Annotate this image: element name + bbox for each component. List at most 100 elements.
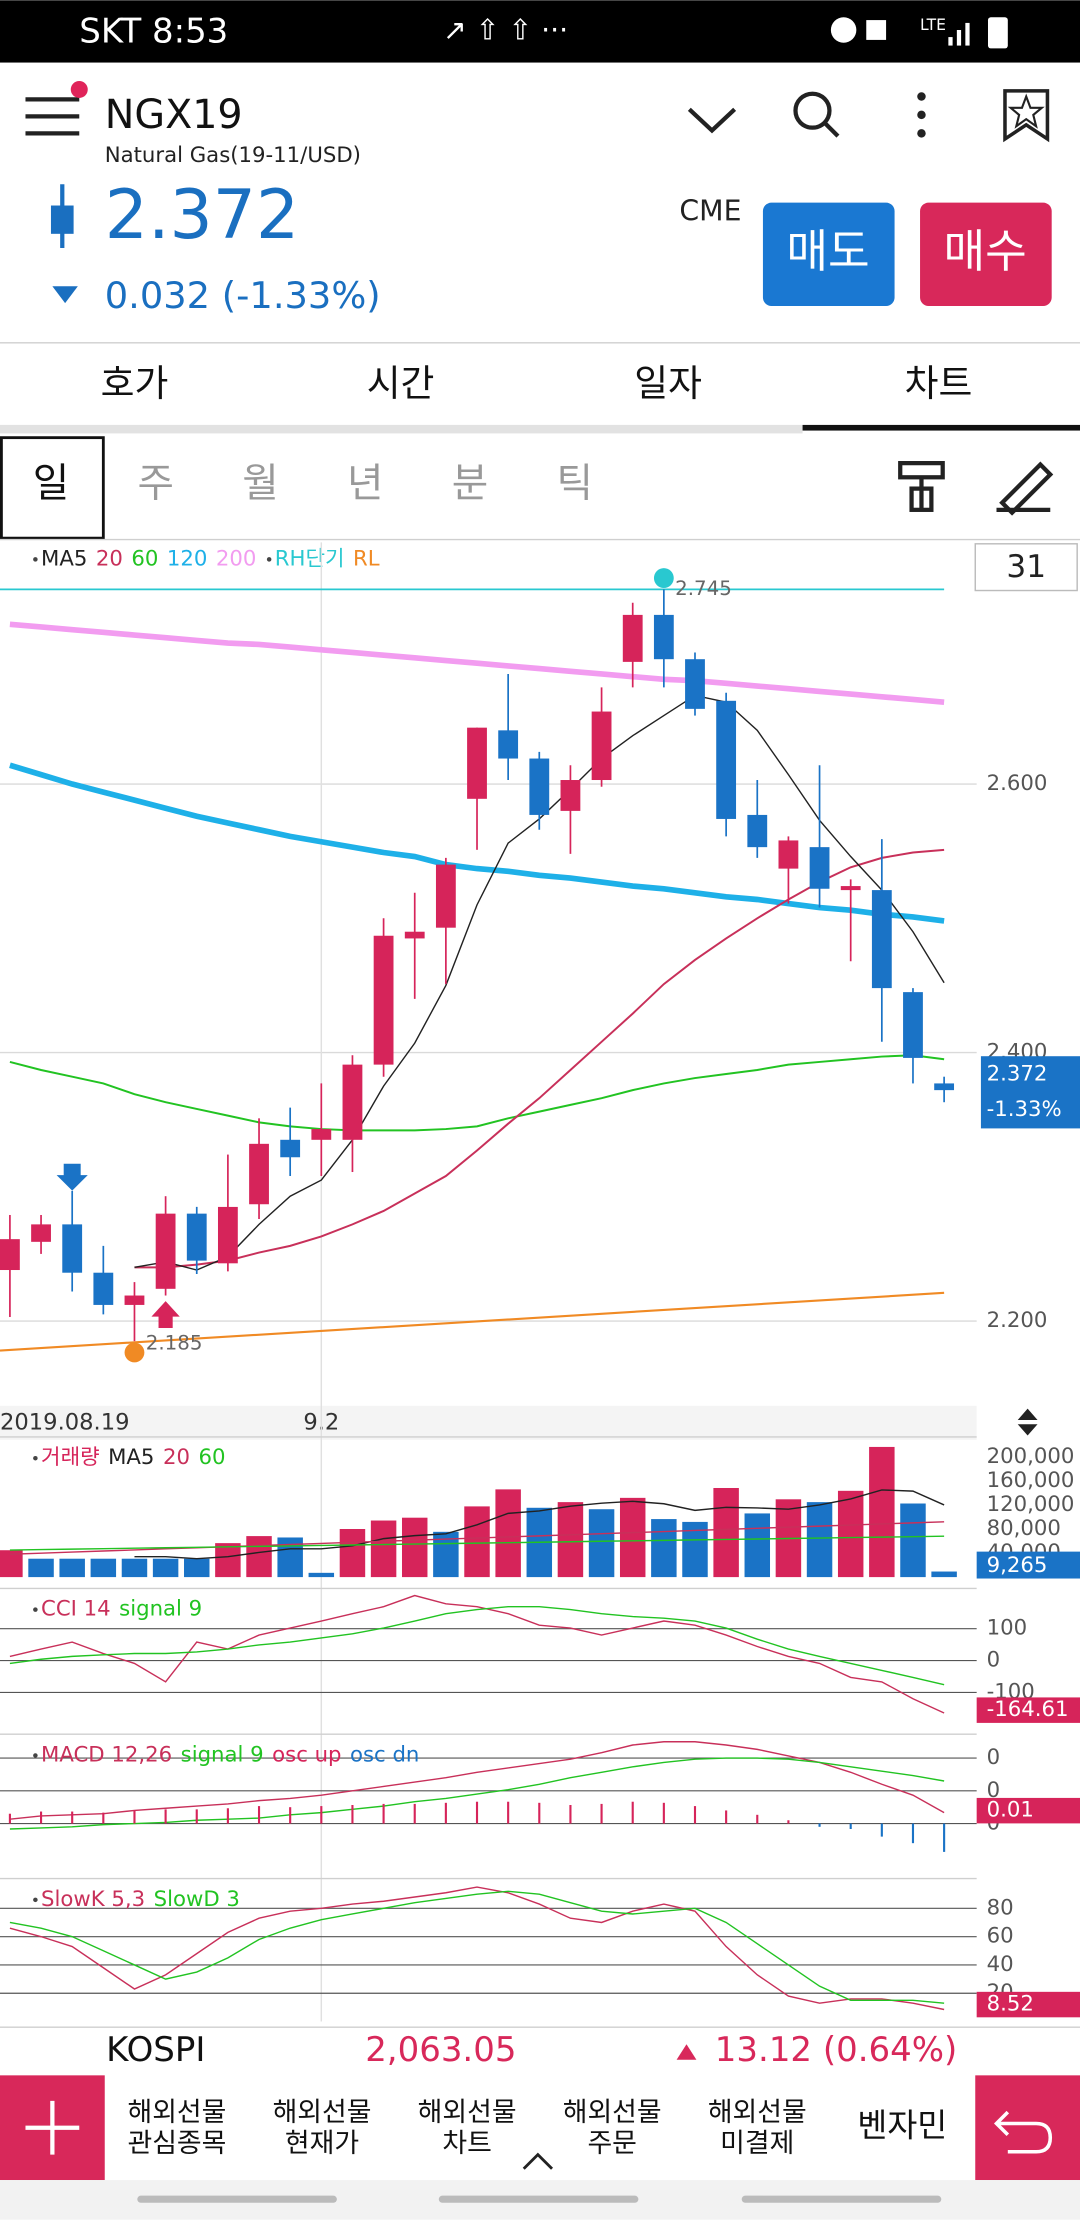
menu-button[interactable]	[25, 97, 80, 136]
tab[interactable]: 시간	[367, 362, 435, 405]
x-tick-label: 2019.08.19	[0, 1409, 130, 1435]
status-bar	[0, 0, 1080, 63]
y-tick-label: 80,000	[987, 1516, 1061, 1541]
nav-label[interactable]: 해외선물	[273, 2097, 372, 2128]
nav-label[interactable]: 차트	[442, 2128, 491, 2159]
legend-item: MA5	[108, 1445, 154, 1470]
volume-bar	[121, 1558, 148, 1578]
legend-item: 거래량	[41, 1445, 100, 1470]
price-box	[980, 1056, 1080, 1129]
nav-label[interactable]: 현재가	[285, 2128, 359, 2159]
network: LTE	[920, 16, 946, 34]
period[interactable]: 주	[137, 460, 173, 506]
candle-icon	[50, 184, 74, 248]
y-tick-label: 0	[987, 1778, 1001, 1803]
y-tick-label: 160,000	[987, 1468, 1075, 1493]
count-box[interactable]	[974, 543, 1078, 592]
legend-item: SlowK 5,3	[41, 1887, 145, 1912]
candle-body	[685, 659, 705, 709]
dropdown-button[interactable]	[687, 107, 737, 134]
y-tick-label: 0	[987, 1745, 1001, 1770]
period[interactable]: 분	[452, 460, 488, 506]
legend-item: osc dn	[350, 1742, 419, 1767]
candle-body	[716, 700, 737, 819]
nav-label[interactable]: 해외선물	[418, 2097, 517, 2128]
y-tick-label: 40	[987, 1952, 1014, 1977]
expand-icon[interactable]	[522, 2152, 554, 2170]
volume-bar	[931, 1571, 957, 1578]
more-button[interactable]	[917, 92, 926, 138]
resize-handle[interactable]	[1017, 1408, 1038, 1436]
nav-label[interactable]: 주문	[587, 2128, 636, 2159]
candle-body	[903, 992, 923, 1058]
period[interactable]: 년	[347, 460, 383, 506]
volume-bar	[744, 1513, 771, 1578]
candle-body	[342, 1064, 363, 1140]
indicator-tool[interactable]	[898, 461, 945, 512]
candle-body	[747, 814, 768, 848]
tab[interactable]: 호가	[101, 362, 169, 405]
back-button[interactable]	[975, 2075, 1080, 2181]
candle-body	[467, 727, 487, 799]
sell-button[interactable]	[762, 202, 895, 307]
volume-bar	[619, 1497, 646, 1578]
volume-bar	[277, 1537, 303, 1578]
volume-bar	[339, 1529, 366, 1578]
nav-label[interactable]: 해외선물	[708, 2097, 807, 2128]
y-tick-label: 200,000	[987, 1444, 1075, 1469]
tab[interactable]: 차트	[905, 362, 973, 405]
candle-body	[591, 711, 612, 781]
candle-body	[622, 614, 643, 662]
draw-tool[interactable]	[996, 461, 1054, 516]
candle-body	[280, 1139, 301, 1158]
line	[9, 1054, 945, 1132]
value-box	[976, 1797, 1080, 1824]
legend-item: signal 9	[119, 1597, 202, 1622]
search-button[interactable]	[793, 91, 840, 138]
line	[134, 1489, 945, 1560]
line	[134, 848, 945, 1269]
volume-bar	[59, 1558, 85, 1578]
favorite-button[interactable]	[1003, 89, 1050, 143]
nav-label[interactable]: 미결제	[720, 2128, 794, 2159]
line	[9, 1741, 945, 1820]
legend-dot	[266, 557, 272, 562]
buy-label: 매수	[943, 225, 1026, 278]
up-triangle	[676, 2044, 697, 2060]
legend-dot	[33, 1897, 38, 1903]
volume-bar	[152, 1558, 179, 1578]
legend-item: 60	[198, 1445, 225, 1470]
symbol: NGX19	[105, 92, 243, 138]
period[interactable]: 월	[242, 460, 278, 506]
period[interactable]: 일	[33, 460, 69, 506]
nav-label[interactable]: 관심종목	[127, 2128, 226, 2159]
candle-body	[311, 1129, 332, 1140]
ticker-value: 2,063.05	[365, 2030, 516, 2070]
candle-body	[217, 1206, 238, 1264]
volume-bar	[0, 1550, 23, 1578]
buy-button[interactable]	[920, 202, 1052, 307]
y-tick-label: 120,000	[987, 1492, 1075, 1517]
candle-body	[124, 1295, 145, 1305]
nav-label[interactable]: 해외선물	[563, 2097, 662, 2128]
period[interactable]: 틱	[556, 460, 592, 506]
low-marker	[124, 1342, 145, 1363]
candle-body	[62, 1224, 83, 1273]
notification-dot	[70, 80, 88, 98]
candle-body	[934, 1083, 955, 1091]
ticker-change: 13.12 (0.64%)	[715, 2030, 957, 2070]
tab[interactable]: 일자	[634, 362, 702, 405]
nav-label[interactable]: 벤자민	[857, 2107, 947, 2145]
volume-bar	[90, 1558, 117, 1578]
nav-label[interactable]: 해외선물	[127, 2097, 226, 2128]
candle-body	[31, 1224, 51, 1242]
line	[9, 1521, 945, 1555]
volume-bar	[401, 1517, 428, 1578]
tab-track	[0, 424, 803, 434]
candle-body	[653, 614, 674, 660]
candle-body	[778, 840, 799, 869]
low-label: 2.185	[146, 1332, 203, 1355]
